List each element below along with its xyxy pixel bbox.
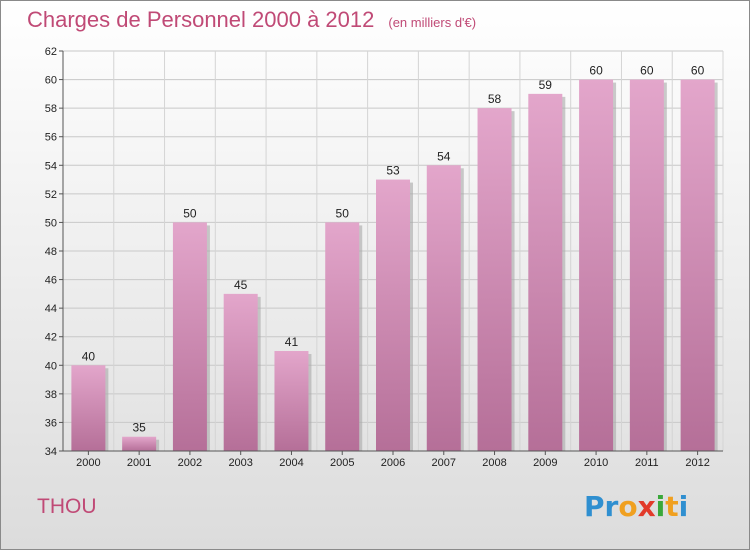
logo-letter: x xyxy=(637,490,656,523)
chart-title-text: Charges de Personnel 2000 à 2012 xyxy=(27,7,375,32)
logo-letter: P xyxy=(584,490,605,523)
bar xyxy=(223,293,258,451)
y-tick-label: 56 xyxy=(45,132,57,144)
bar xyxy=(680,79,715,452)
bar xyxy=(528,93,563,451)
bar xyxy=(274,351,309,451)
bar-value-label: 41 xyxy=(285,335,299,349)
bar-value-label: 54 xyxy=(437,149,451,163)
x-tick-label: 2010 xyxy=(584,457,608,469)
x-tick-label: 2009 xyxy=(533,457,557,469)
x-tick-label: 2007 xyxy=(432,457,456,469)
chart-title: Charges de Personnel 2000 à 2012 (en mill… xyxy=(27,7,476,33)
x-tick-label: 2006 xyxy=(381,457,405,469)
bar-value-label: 58 xyxy=(488,92,502,106)
x-tick-label: 2012 xyxy=(685,457,709,469)
proxiti-logo[interactable]: Proxiti xyxy=(584,490,688,523)
logo-letter: i xyxy=(655,490,666,523)
logo-letter: i xyxy=(678,490,689,523)
y-tick-label: 44 xyxy=(45,303,57,315)
bar-value-label: 50 xyxy=(183,206,197,220)
chart-unit: (en milliers d'€) xyxy=(388,15,477,30)
bar-value-label: 60 xyxy=(589,64,603,78)
commune-name: THOU xyxy=(37,495,97,518)
y-tick-label: 40 xyxy=(45,360,57,372)
y-tick-label: 50 xyxy=(45,217,57,229)
y-tick-label: 36 xyxy=(45,417,57,429)
bar xyxy=(122,436,157,451)
bar-value-label: 60 xyxy=(640,64,654,78)
bar xyxy=(477,108,512,452)
x-tick-label: 2005 xyxy=(330,457,354,469)
bar-value-label: 45 xyxy=(234,278,248,292)
x-tick-label: 2008 xyxy=(482,457,506,469)
logo-letter: o xyxy=(618,490,638,523)
bar-value-label: 40 xyxy=(82,349,96,363)
bar xyxy=(325,222,360,451)
bar-value-label: 60 xyxy=(691,64,705,78)
y-tick-label: 46 xyxy=(45,275,57,287)
bar-value-label: 53 xyxy=(386,164,400,178)
y-tick-label: 52 xyxy=(45,189,57,201)
y-tick-label: 58 xyxy=(45,103,57,115)
bar xyxy=(376,179,410,452)
bar xyxy=(579,79,614,452)
y-tick-label: 60 xyxy=(45,75,57,87)
y-tick-label: 48 xyxy=(45,246,57,258)
x-tick-label: 2002 xyxy=(178,457,202,469)
bar-value-label: 50 xyxy=(336,206,350,220)
y-tick-label: 54 xyxy=(45,160,57,172)
logo-letter: r xyxy=(604,490,619,523)
labels: 34 36 38 40 42 44 46 48 50 52 54 56 58 60 62 40 2000 35 20… xyxy=(45,46,710,469)
x-tick-label: 2001 xyxy=(127,457,151,469)
bars xyxy=(71,79,718,452)
x-tick-label: 2004 xyxy=(279,457,303,469)
bar xyxy=(172,222,207,451)
bar xyxy=(71,365,106,451)
x-tick-label: 2000 xyxy=(76,457,100,469)
y-tick-label: 34 xyxy=(45,446,57,458)
bar xyxy=(426,165,461,452)
x-tick-label: 2003 xyxy=(228,457,252,469)
x-tick-label: 2011 xyxy=(635,457,659,469)
bar-value-label: 35 xyxy=(132,421,146,435)
y-tick-label: 42 xyxy=(45,332,57,344)
bar xyxy=(629,79,664,452)
axes xyxy=(59,50,723,455)
y-tick-label: 38 xyxy=(45,389,57,401)
y-tick-label: 62 xyxy=(45,46,57,58)
logo-letter: t xyxy=(665,490,679,523)
bar-value-label: 59 xyxy=(539,78,553,92)
